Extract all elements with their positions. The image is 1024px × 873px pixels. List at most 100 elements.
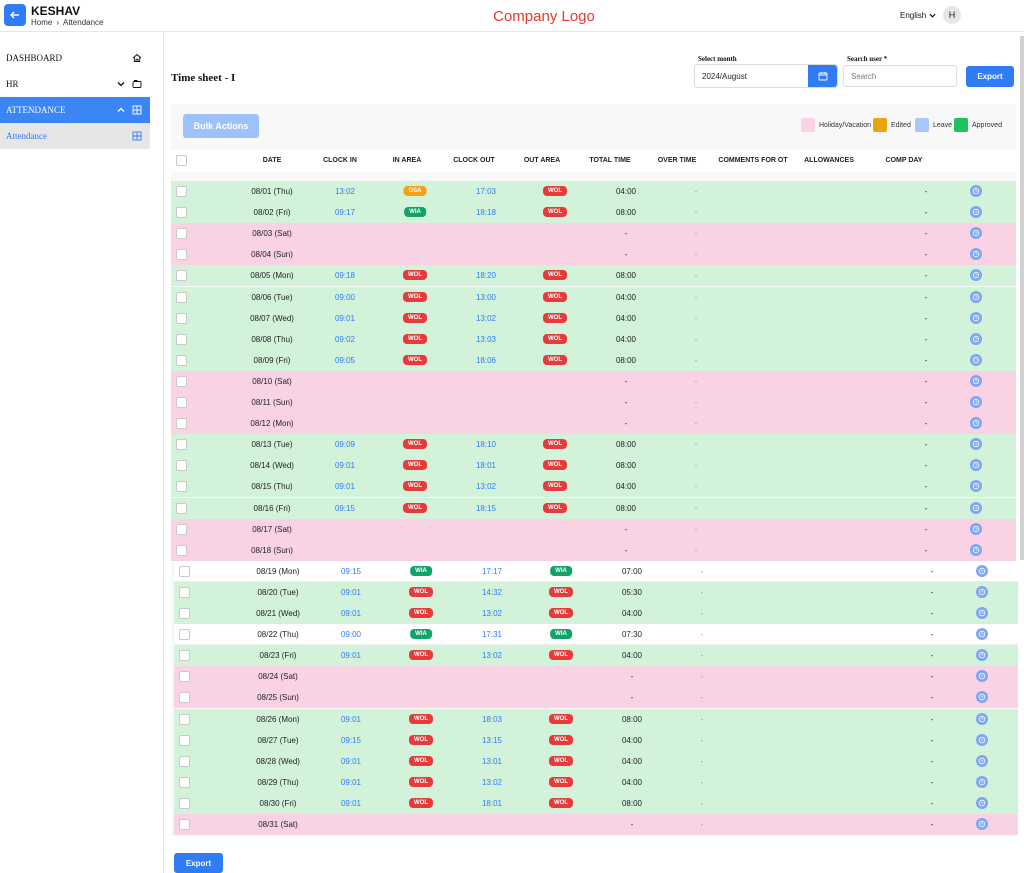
table-row[interactable]: 08/06 (Tue) 09:00 13:00 04:00 - - WOL WOL <box>171 286 1016 308</box>
clock-icon[interactable] <box>970 501 982 514</box>
language-select[interactable]: English <box>900 11 936 20</box>
table-row[interactable]: 08/21 (Wed) 09:01 13:02 04:00 - - WOL WOL <box>174 603 1018 624</box>
clock-icon[interactable] <box>970 522 982 535</box>
clock-in-cell[interactable]: 09:01 <box>334 313 356 323</box>
col-date[interactable]: DATE <box>262 157 282 164</box>
row-checkbox[interactable] <box>179 819 190 830</box>
clock-icon[interactable] <box>970 206 982 219</box>
row-checkbox[interactable] <box>179 650 190 662</box>
clock-out-cell[interactable]: 18:20 <box>475 271 497 281</box>
clock-out-cell[interactable]: 13:00 <box>475 292 497 302</box>
row-checkbox[interactable] <box>176 502 187 514</box>
row-checkbox[interactable] <box>176 375 187 387</box>
scrollbar[interactable] <box>1020 36 1024 560</box>
clock-in-cell[interactable]: 13:02 <box>334 187 356 196</box>
clock-icon[interactable] <box>970 311 982 324</box>
row-checkbox[interactable] <box>176 397 187 408</box>
col-total-time[interactable]: TOTAL TIME <box>589 157 631 164</box>
row-checkbox[interactable] <box>179 629 190 641</box>
table-row[interactable]: 08/03 (Sat) - - - <box>171 223 1016 245</box>
clock-in-cell[interactable]: 09:05 <box>334 355 356 365</box>
clock-icon[interactable] <box>970 248 982 261</box>
clock-out-cell[interactable]: 13:03 <box>475 334 497 344</box>
table-row[interactable]: 08/13 (Tue) 09:09 18:10 08:00 - - WOL WOL <box>171 434 1016 456</box>
clock-icon[interactable] <box>976 754 988 767</box>
clock-icon[interactable] <box>970 227 982 240</box>
table-row[interactable]: 08/10 (Sat) - - - <box>171 370 1016 392</box>
clock-out-cell[interactable]: 17:03 <box>475 187 497 196</box>
clock-out-cell[interactable]: 13:02 <box>481 609 503 618</box>
clock-out-cell[interactable]: 18:18 <box>475 208 497 218</box>
row-checkbox[interactable] <box>179 565 190 577</box>
row-checkbox[interactable] <box>179 734 190 746</box>
table-row[interactable]: 08/28 (Wed) 09:01 13:01 04:00 - - WOL WOL <box>174 750 1018 772</box>
table-row[interactable]: 08/17 (Sat) - - - <box>171 518 1016 540</box>
clock-out-cell[interactable]: 18:03 <box>481 714 503 724</box>
clock-icon[interactable] <box>970 438 982 451</box>
table-row[interactable]: 08/07 (Wed) 09:01 13:02 04:00 - - WOL WOL <box>171 307 1016 329</box>
clock-icon[interactable] <box>970 353 982 366</box>
clock-out-cell[interactable]: 17:17 <box>481 566 503 576</box>
sidebar-item-dashboard[interactable]: DASHBOARD <box>0 45 150 71</box>
clock-out-cell[interactable]: 18:01 <box>481 798 503 808</box>
clock-icon[interactable] <box>976 691 988 704</box>
clock-in-cell[interactable]: 09:01 <box>334 461 356 471</box>
sidebar-item-attendance[interactable]: ATTENDANCE <box>0 97 150 123</box>
row-checkbox[interactable] <box>179 671 190 683</box>
table-row[interactable]: 08/30 (Fri) 09:01 18:01 08:00 - - WOL WOL <box>174 792 1018 814</box>
row-checkbox[interactable] <box>176 354 187 366</box>
col-over-time[interactable]: OVER TIME <box>657 157 697 164</box>
back-button[interactable] <box>4 4 26 26</box>
clock-in-cell[interactable]: 09:01 <box>340 798 362 808</box>
clock-in-cell[interactable]: 09:01 <box>340 587 362 597</box>
table-row[interactable]: 08/20 (Tue) 09:01 14:32 05:30 - - WOL WOL <box>174 581 1018 603</box>
clock-icon[interactable] <box>976 818 988 830</box>
clock-icon[interactable] <box>976 796 988 809</box>
table-row[interactable]: 08/15 (Thu) 09:01 13:02 04:00 - - WOL WOL <box>171 476 1016 498</box>
table-row[interactable]: 08/22 (Thu) 09:00 17:31 07:30 - - WIA WIA <box>174 624 1018 646</box>
clock-out-cell[interactable]: 18:06 <box>475 355 497 365</box>
clock-icon[interactable] <box>976 628 988 641</box>
clock-in-cell[interactable]: 09:00 <box>334 292 356 302</box>
clock-out-cell[interactable]: 13:02 <box>475 313 497 323</box>
row-checkbox[interactable] <box>176 249 187 261</box>
bulk-actions-button[interactable]: Bulk Actions <box>183 114 259 138</box>
col-comments-ot[interactable]: COMMENTS FOR OT <box>718 157 788 164</box>
row-checkbox[interactable] <box>176 270 187 282</box>
avatar[interactable]: H <box>943 6 961 24</box>
row-checkbox[interactable] <box>179 608 190 619</box>
clock-out-cell[interactable]: 13:02 <box>481 651 503 661</box>
table-row[interactable]: 08/29 (Thu) 09:01 13:02 04:00 - - WOL WOL <box>174 771 1018 793</box>
clock-in-cell[interactable]: 09:15 <box>340 566 362 576</box>
clock-in-cell[interactable]: 09:18 <box>334 271 356 281</box>
table-row[interactable]: 08/18 (Sun) - - - <box>171 539 1016 561</box>
export-bottom-button[interactable]: Export <box>174 853 223 873</box>
sidebar-subitem-attendance[interactable]: Attendance <box>0 123 150 149</box>
clock-in-cell[interactable]: 09:00 <box>340 630 362 640</box>
clock-out-cell[interactable]: 18:10 <box>475 440 497 450</box>
table-row[interactable]: 08/26 (Mon) 09:01 18:03 08:00 - - WOL WOL <box>174 708 1018 730</box>
col-out-area[interactable]: OUT AREA <box>523 157 561 164</box>
row-checkbox[interactable] <box>176 312 187 324</box>
row-checkbox[interactable] <box>176 439 187 451</box>
row-checkbox[interactable] <box>179 713 190 725</box>
clock-in-cell[interactable]: 09:01 <box>340 651 362 661</box>
clock-icon[interactable] <box>976 564 988 577</box>
clock-icon[interactable] <box>976 585 988 598</box>
clock-in-cell[interactable]: 09:09 <box>334 440 356 450</box>
clock-out-cell[interactable]: 18:01 <box>475 461 497 471</box>
table-row[interactable]: 08/19 (Mon) 09:15 17:17 07:00 - - WIA WIA <box>174 560 1018 582</box>
clock-icon[interactable] <box>976 775 988 788</box>
row-checkbox[interactable] <box>179 797 190 809</box>
clock-in-cell[interactable]: 09:01 <box>340 756 362 766</box>
col-clock-in[interactable]: CLOCK IN <box>323 157 357 164</box>
row-checkbox[interactable] <box>176 186 187 197</box>
table-row[interactable]: 08/14 (Wed) 09:01 18:01 08:00 - - WOL WOL <box>171 455 1016 477</box>
export-button[interactable]: Export <box>966 66 1014 87</box>
row-checkbox[interactable] <box>176 544 187 556</box>
clock-in-cell[interactable]: 09:01 <box>340 714 362 724</box>
row-checkbox[interactable] <box>176 523 187 535</box>
clock-in-cell[interactable]: 09:01 <box>340 609 362 618</box>
row-checkbox[interactable] <box>179 586 190 598</box>
row-checkbox[interactable] <box>179 755 190 767</box>
